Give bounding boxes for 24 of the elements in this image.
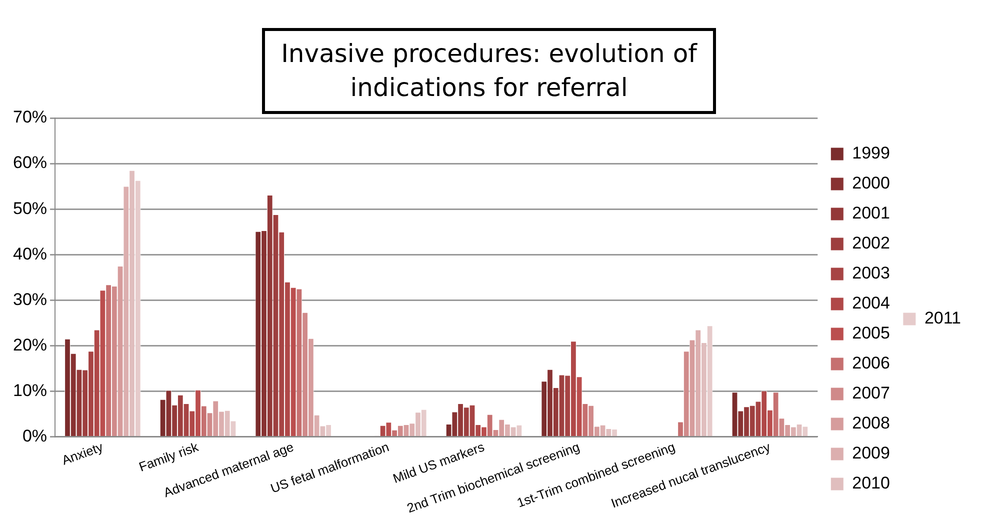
x-tick-label: Anxiety <box>60 438 106 468</box>
legend-label: 2011 <box>924 308 962 328</box>
legend-label: 2001 <box>852 204 890 223</box>
legend-label: 2007 <box>852 384 890 403</box>
legend-label: 2010 <box>852 474 890 493</box>
chart-title: Invasive procedures: evolution of indications for referral <box>262 28 716 114</box>
legend-label: 1999 <box>852 144 890 163</box>
y-tick-label: 40% <box>12 244 48 264</box>
legend-label: 2008 <box>852 414 890 433</box>
y-tick-label: 50% <box>12 198 48 218</box>
x-tick-label: Family risk <box>136 438 201 474</box>
y-tick-label: 70% <box>12 108 48 127</box>
legend-label: 2002 <box>852 234 890 253</box>
y-tick-label: 10% <box>12 380 48 400</box>
legend-label: 2003 <box>852 264 890 283</box>
y-tick-label: 30% <box>12 290 48 309</box>
legend-label: 2000 <box>852 174 890 193</box>
legend-label: 2004 <box>852 294 890 313</box>
y-tick-label: 60% <box>12 153 48 172</box>
y-tick-label: 0% <box>22 426 48 446</box>
legend-label: 2006 <box>852 354 890 373</box>
legend-label: 2005 <box>852 324 890 343</box>
y-tick-label: 20% <box>12 335 48 354</box>
legend-label: 2009 <box>852 444 890 463</box>
